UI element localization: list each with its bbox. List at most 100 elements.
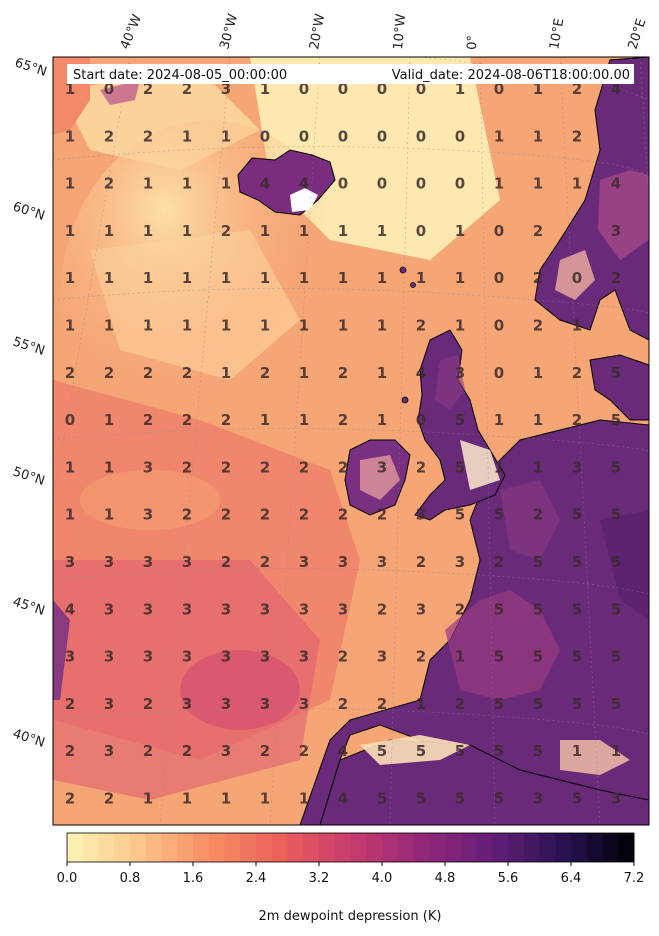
grid-value: 1 <box>104 317 114 335</box>
grid-value: 2 <box>572 411 582 429</box>
grid-value: 2 <box>182 458 192 476</box>
grid-value: 5 <box>416 742 426 760</box>
grid-value: 2 <box>338 458 348 476</box>
grid-value: 0 <box>455 127 465 145</box>
grid-value: 3 <box>299 600 309 618</box>
colorbar-tick-label: 6.4 <box>561 871 582 886</box>
grid-value: 2 <box>377 506 387 524</box>
grid-value: 2 <box>260 364 270 382</box>
grid-value: 2 <box>572 80 582 98</box>
grid-value: 2 <box>377 695 387 713</box>
grid-value: 1 <box>65 269 75 287</box>
colorbar-segment <box>350 833 367 862</box>
colorbar-tick-label: 0.0 <box>57 871 78 886</box>
mediterranean-pale <box>360 735 470 765</box>
grid-value: 1 <box>260 80 270 98</box>
grid-value: 0 <box>338 80 348 98</box>
info-box <box>67 64 634 84</box>
grid-value: 5 <box>572 600 582 618</box>
grid-value: 0 <box>494 317 504 335</box>
grid-value: 0 <box>299 80 309 98</box>
grid-value: 5 <box>572 648 582 666</box>
map-frame <box>52 56 650 826</box>
grid-value: 3 <box>260 600 270 618</box>
grid-value: 2 <box>533 317 543 335</box>
grid-value: 2 <box>533 222 543 240</box>
grid-value: 2 <box>143 411 153 429</box>
grid-value: 3 <box>611 790 621 808</box>
grid-value: 1 <box>377 269 387 287</box>
grid-value: 2 <box>572 127 582 145</box>
grid-value: 1 <box>455 80 465 98</box>
grid-value: 3 <box>143 458 153 476</box>
grid-value: 2 <box>455 695 465 713</box>
grid-value: 5 <box>455 458 465 476</box>
grid-value: 1 <box>65 506 75 524</box>
norway-coast-highlight <box>555 250 595 300</box>
colorbar-segment <box>413 833 430 862</box>
grid-value: 0 <box>416 175 426 193</box>
grid-value: 2 <box>221 458 231 476</box>
grid-value: 2 <box>494 553 504 571</box>
grid-value: 3 <box>104 600 114 618</box>
hebrides-island <box>401 396 409 404</box>
colorbar-frame <box>66 832 635 863</box>
grid-value: 1 <box>533 364 543 382</box>
colorbar-segment <box>397 833 414 862</box>
colorbar-segment <box>208 833 225 862</box>
grid-value: 2 <box>299 742 309 760</box>
iceland-glacier <box>290 188 318 212</box>
grid-value: 1 <box>65 222 75 240</box>
grid-value: 1 <box>221 127 231 145</box>
grid-value: 1 <box>338 317 348 335</box>
colorbar-segment <box>460 833 477 862</box>
grid-value: 0 <box>65 411 75 429</box>
grid-value: 5 <box>533 742 543 760</box>
grid-value: 1 <box>260 269 270 287</box>
grid-value: 4 <box>611 80 621 98</box>
grid-value: 1 <box>65 458 75 476</box>
colorbar-segment <box>224 833 241 862</box>
grid-value: 2 <box>611 269 621 287</box>
colorbar-tick-label: 2.4 <box>246 871 267 886</box>
grid-value: 3 <box>104 648 114 666</box>
dark-sea-edge <box>53 600 70 700</box>
grid-value: 1 <box>143 175 153 193</box>
colorbar-segment <box>177 833 194 862</box>
grid-value: 0 <box>260 127 270 145</box>
grid-value: 1 <box>494 411 504 429</box>
grid-value: 1 <box>455 269 465 287</box>
grid-value: 3 <box>221 648 231 666</box>
grid-value: 3 <box>611 222 621 240</box>
grid-value: 1 <box>533 411 543 429</box>
grid-value: 3 <box>416 600 426 618</box>
grid-value: 1 <box>299 364 309 382</box>
sea-patch <box>80 470 220 530</box>
colorbar-segment <box>271 833 288 862</box>
grid-value: 0 <box>494 80 504 98</box>
grid-value: 5 <box>533 695 543 713</box>
grid-value: 2 <box>533 269 543 287</box>
grid-value: 1 <box>494 127 504 145</box>
grid-value: 2 <box>143 127 153 145</box>
colorbar-tick-label: 3.2 <box>309 871 330 886</box>
graticule <box>53 57 649 825</box>
lon-label: 0° <box>465 35 481 50</box>
colorbar-segment <box>618 833 635 862</box>
colorbar-label: 2m dewpoint depression (K) <box>259 909 442 924</box>
grid-value: 2 <box>221 506 231 524</box>
grid-value: 1 <box>65 127 75 145</box>
lon-label: 10°W <box>391 13 409 50</box>
grid-value: 5 <box>572 790 582 808</box>
colorbar-ticks: 0.0 0.8 1.6 2.4 3.2 4.0 4.8 5.6 6.4 7.2 <box>57 862 644 886</box>
colorbar-segment <box>445 833 462 862</box>
grid-value: 1 <box>260 222 270 240</box>
colorbar-segment <box>492 833 509 862</box>
grid-value: 3 <box>533 790 543 808</box>
grid-value: 1 <box>104 411 114 429</box>
colorbar-segment <box>130 833 147 862</box>
grid-value: 3 <box>65 648 75 666</box>
grid-value: 5 <box>611 600 621 618</box>
grid-value: 5 <box>572 553 582 571</box>
